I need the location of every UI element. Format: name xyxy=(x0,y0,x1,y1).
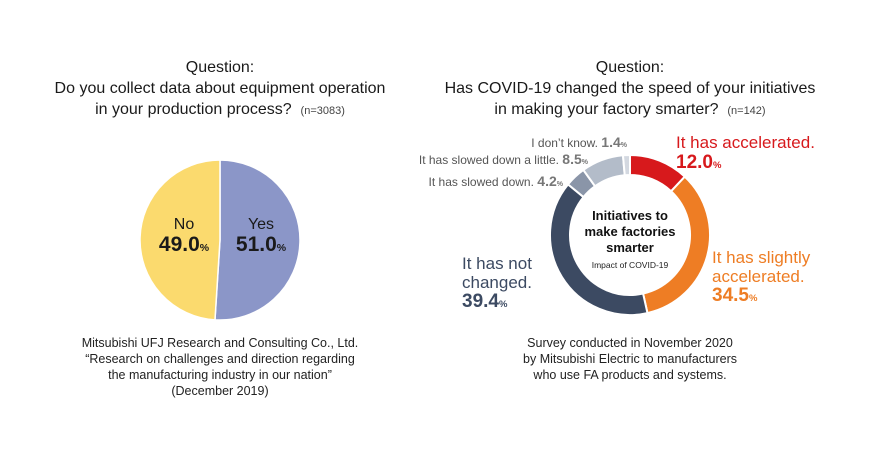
right-source-line: who use FA products and systems. xyxy=(533,368,727,382)
pie-label-yes-category: Yes xyxy=(247,216,275,233)
right-source-line: by Mitsubishi Electric to manufacturers xyxy=(523,352,737,366)
equipment-pie-slice-no xyxy=(139,159,221,321)
right-source-line: Survey conducted in November 2020 xyxy=(527,336,733,350)
donut-center-line3: smarter xyxy=(606,240,654,255)
equipment-pie-slice-yes xyxy=(214,159,301,321)
donut-center-line2: make factories xyxy=(584,224,676,239)
right-source: Survey conducted in November 2020 by Mit… xyxy=(440,335,820,383)
pie-label-no: No 49.0% xyxy=(148,216,220,256)
covid-impact-donut-chart xyxy=(549,153,711,316)
left-question: Question: Do you collect data about equi… xyxy=(20,57,420,122)
left-question-line1: Do you collect data about equipment oper… xyxy=(54,80,386,97)
right-question-n: (n=142) xyxy=(727,105,766,117)
right-question-line2: in making your factory smarter? xyxy=(494,101,719,118)
pie-label-no-category: No xyxy=(173,216,195,233)
label-slightly-accelerated: It has slightly accelerated. 34.5% xyxy=(712,248,811,307)
covid-donut-slice-i-don-t-know xyxy=(621,153,631,177)
donut-center-line1: Initiatives to xyxy=(592,208,668,223)
equipment-data-pie-chart xyxy=(139,159,301,321)
left-question-n: (n=3083) xyxy=(300,105,345,117)
donut-center-label: Initiatives to make factories smarter Im… xyxy=(573,208,687,273)
label-slowed-down: It has slowed down. 4.2% xyxy=(428,173,563,189)
donut-center-sub: Impact of COVID-19 xyxy=(591,260,669,270)
left-question-head: Question: xyxy=(185,59,255,76)
right-question-head: Question: xyxy=(595,59,665,76)
left-source-line: the manufacturing industry in our nation… xyxy=(108,368,332,382)
pie-label-yes-value: 51.0% xyxy=(235,232,287,256)
label-accelerated: It has accelerated. 12.0% xyxy=(676,133,815,173)
right-question-line1: Has COVID-19 changed the speed of your i… xyxy=(444,80,816,97)
label-not-changed: It has not changed. 39.4% xyxy=(462,254,532,313)
right-question: Question: Has COVID-19 changed the speed… xyxy=(415,57,845,122)
label-dont-know: I don’t know. 1.4% xyxy=(531,134,627,150)
left-source-line: “Research on challenges and direction re… xyxy=(85,352,355,366)
left-question-line2: in your production process? xyxy=(95,101,292,118)
label-slowed-a-little: It has slowed down a little. 8.5% xyxy=(418,151,588,167)
left-source-line: Mitsubishi UFJ Research and Consulting C… xyxy=(81,336,359,350)
left-source-line: (December 2019) xyxy=(171,384,269,398)
left-source: Mitsubishi UFJ Research and Consulting C… xyxy=(20,335,420,399)
pie-label-yes: Yes 51.0% xyxy=(223,216,299,256)
pie-label-no-value: 49.0% xyxy=(158,232,210,256)
